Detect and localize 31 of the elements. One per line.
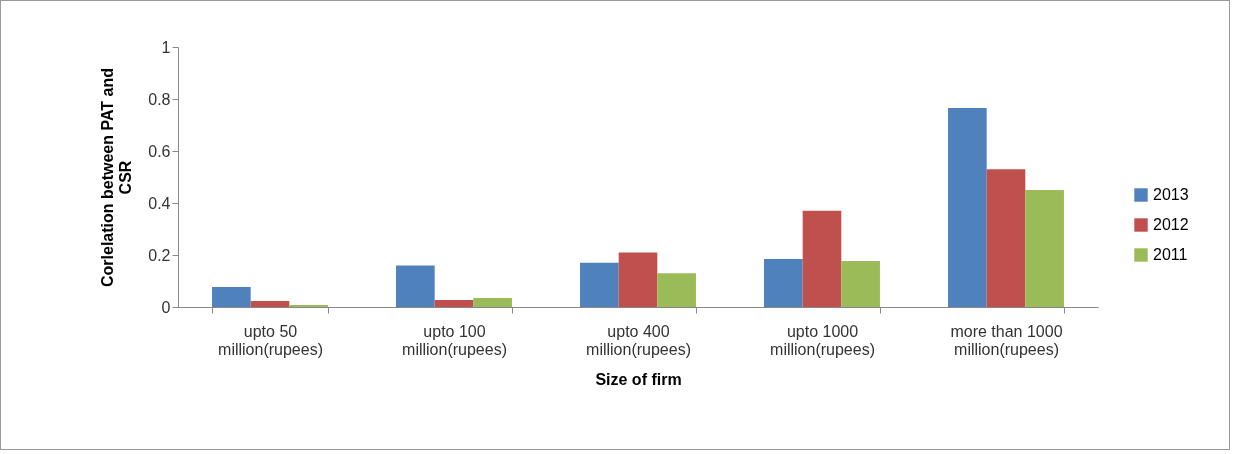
bar [289, 304, 328, 307]
bar [802, 210, 842, 307]
bar [657, 273, 696, 307]
x-axis-title: Size of firm [595, 370, 682, 388]
bar [580, 262, 619, 307]
x-tick-label: upto 100 million(rupees) [402, 322, 507, 358]
bar [434, 299, 474, 307]
bar [986, 169, 1026, 307]
x-tick-label: upto 50 million(rupees) [218, 322, 323, 358]
y-tick-label: 0.6 [148, 142, 171, 160]
y-tick-label: 0.2 [148, 246, 171, 264]
y-tick-label: 0.4 [148, 194, 171, 212]
bar [250, 301, 290, 307]
bar [841, 260, 880, 307]
y-tick-label: 1 [161, 38, 171, 56]
bar [764, 258, 803, 307]
bar [212, 286, 251, 307]
y-axis-title: Corlelation between PAT and CSR [99, 68, 135, 287]
x-tick-label: upto 400 million(rupees) [586, 322, 691, 358]
legend-label: 2011 [1153, 246, 1188, 263]
y-tick-label: 0.8 [148, 90, 171, 108]
bar [948, 108, 987, 307]
bar [1025, 190, 1064, 307]
x-tick-label: more than 1000 million(rupees) [950, 322, 1063, 358]
legend-label: 2013 [1153, 186, 1189, 203]
x-tick-label: upto 1000 million(rupees) [770, 322, 875, 358]
bar [473, 297, 512, 307]
bar [618, 252, 658, 307]
legend-label: 2012 [1153, 216, 1189, 233]
y-tick-label: 0 [161, 298, 171, 316]
bar [396, 265, 435, 307]
